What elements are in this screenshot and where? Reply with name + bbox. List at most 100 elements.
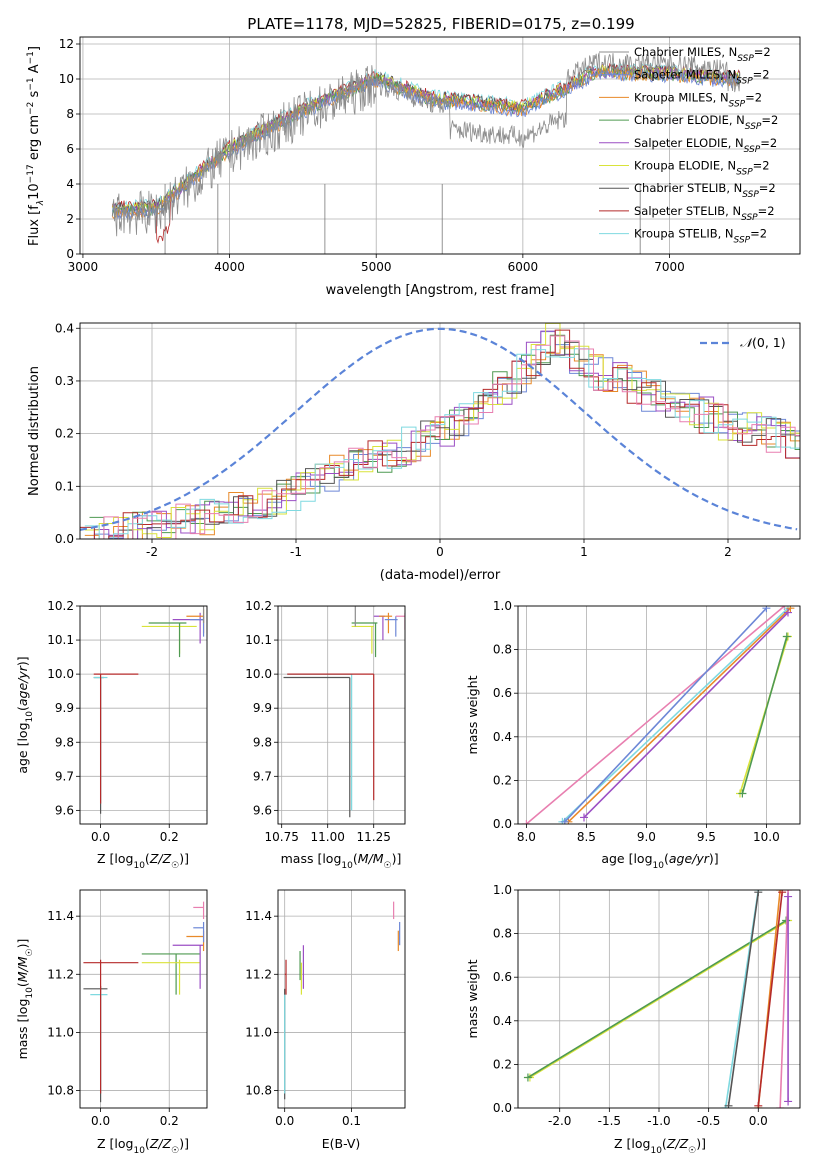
legend-label: Chabrier STELIB, NSSP=2 bbox=[634, 181, 776, 200]
y-tick-label: 6 bbox=[66, 142, 74, 156]
legend-label: Kroupa ELODIE, NSSP=2 bbox=[634, 159, 770, 178]
plot-area bbox=[278, 606, 405, 824]
age-vs-mass-panel: 10.75 11.00 11.25 9.6 9.7 9.8 9.9 10.0 10.1 10.2 bbox=[245, 599, 406, 844]
ticks: 0.0 0.2 10.8 11.0 11.2 11.4 bbox=[47, 909, 179, 1128]
y-tick-label: 11.4 bbox=[245, 909, 272, 923]
y-tick-label: 1.0 bbox=[493, 599, 512, 613]
x-tick-label: 3000 bbox=[68, 260, 99, 274]
x-axis-label: Z [log10(Z/Z☉)] bbox=[97, 1136, 189, 1156]
x-tick-label: 1 bbox=[580, 545, 588, 559]
x-tick-label: -0.5 bbox=[697, 1114, 720, 1128]
y-tick-label: 0.6 bbox=[493, 970, 512, 984]
data-marker bbox=[580, 813, 588, 822]
y-tick-label: 10.2 bbox=[245, 599, 272, 613]
plot-content bbox=[522, 606, 795, 824]
y-tick-label: 11.2 bbox=[245, 967, 272, 981]
spectrum-line bbox=[111, 68, 741, 221]
mass-vs-metallicity-panel: 0.0 0.2 10.8 11.0 11.2 11.4 bbox=[47, 889, 208, 1128]
axes-frame bbox=[517, 605, 801, 825]
legend: 𝒩(0, 1) bbox=[700, 335, 786, 350]
y-tick-label: 9.8 bbox=[253, 735, 272, 749]
x-tick-label: 9.0 bbox=[637, 830, 656, 844]
data-marker bbox=[784, 892, 793, 901]
y-tick-label: 0.8 bbox=[493, 927, 512, 941]
legend-label: Salpeter MILES, NSSP=2 bbox=[634, 68, 770, 87]
x-tick-label: 0 bbox=[436, 545, 444, 559]
x-tick-label: 8.5 bbox=[577, 830, 596, 844]
figure-title: PLATE=1178, MJD=52825, FIBERID=0175, z=0… bbox=[247, 15, 634, 33]
data-marker bbox=[782, 632, 791, 641]
data-marker bbox=[560, 817, 569, 824]
x-tick-label: 8.0 bbox=[517, 830, 536, 844]
y-tick-label: 0.0 bbox=[493, 817, 512, 831]
legend-label: Kroupa MILES, NSSP=2 bbox=[634, 90, 762, 109]
plot-content bbox=[80, 323, 800, 539]
y-tick-label: 10.0 bbox=[47, 667, 74, 681]
data-marker bbox=[784, 608, 792, 617]
legend-label: Chabrier ELODIE, NSSP=2 bbox=[634, 113, 778, 132]
y-tick-label: 12 bbox=[59, 37, 74, 51]
y-tick-label: 9.9 bbox=[55, 701, 74, 715]
spectrum-panel: 3000 4000 5000 6000 7000 0 2 4 6 8 10 12 Chabrier MI… bbox=[59, 36, 801, 274]
plot-content bbox=[283, 606, 405, 818]
cumulative-line bbox=[741, 636, 788, 794]
x-tick-label: 11.25 bbox=[357, 830, 391, 844]
data-marker bbox=[784, 1097, 793, 1106]
y-tick-label: 11.4 bbox=[47, 909, 74, 923]
y-tick-label: 0.0 bbox=[493, 1101, 512, 1115]
y-tick-label: 8 bbox=[66, 107, 74, 121]
y-tick-label: 0.0 bbox=[55, 532, 74, 546]
cumulative-line bbox=[564, 607, 767, 823]
plot-content bbox=[83, 901, 205, 1103]
y-tick-label: 10.1 bbox=[245, 633, 272, 647]
x-tick-label: 0.2 bbox=[160, 830, 179, 844]
y-tick-label: 2 bbox=[66, 212, 74, 226]
y-tick-label: 10.1 bbox=[47, 633, 74, 647]
ticks: 10.75 11.00 11.25 9.6 9.7 9.8 9.9 10.0 10.1 10.2 bbox=[245, 599, 391, 844]
age-vs-metallicity-panel: 0.0 0.2 9.6 9.7 9.8 9.9 10.0 10.1 10.2 bbox=[47, 599, 208, 844]
legend: Chabrier MILES, NSSP=2 Salpeter MILES, NS… bbox=[599, 45, 778, 246]
y-tick-label: 9.7 bbox=[253, 769, 272, 783]
data-marker bbox=[786, 606, 795, 613]
y-axis-label: age [log10(age/yr)] bbox=[15, 656, 35, 773]
plot-content bbox=[111, 52, 741, 254]
y-tick-label: 0.3 bbox=[55, 374, 74, 388]
x-axis-label: Z [log10(Z/Z☉)] bbox=[97, 851, 189, 871]
x-tick-label: 10.0 bbox=[753, 830, 780, 844]
x-tick-label: 0.0 bbox=[91, 830, 110, 844]
plot-area bbox=[80, 890, 207, 1108]
x-axis-label: wavelength [Angstrom, rest frame] bbox=[326, 283, 555, 298]
y-tick-label: 9.7 bbox=[55, 769, 74, 783]
x-tick-label: 6000 bbox=[508, 260, 539, 274]
ticks: 0.0 0.1 10.8 11.0 11.2 11.4 bbox=[245, 909, 361, 1128]
y-tick-label: 11.0 bbox=[47, 1025, 74, 1039]
y-tick-label: 0.2 bbox=[493, 1057, 512, 1071]
plot-area bbox=[80, 606, 207, 824]
ticks: 8.0 8.5 9.0 9.5 10.0 0.0 0.2 0.4 0.6 0.8 1.0 bbox=[493, 599, 780, 844]
y-tick-label: 11.2 bbox=[47, 967, 74, 981]
y-tick-label: 10.8 bbox=[245, 1084, 272, 1098]
ticks: 3000 4000 5000 6000 7000 0 2 4 6 8 10 12 bbox=[59, 37, 685, 274]
cumulative-line bbox=[529, 919, 789, 1079]
spectrum-line bbox=[111, 52, 741, 237]
y-tick-label: 1.0 bbox=[493, 883, 512, 897]
y-tick-label: 0.6 bbox=[493, 686, 512, 700]
data-marker bbox=[754, 1101, 763, 1108]
y-tick-label: 9.9 bbox=[253, 701, 272, 715]
cumulative-line bbox=[561, 607, 789, 823]
legend-label: Chabrier MILES, NSSP=2 bbox=[634, 45, 771, 64]
x-tick-label: 11.00 bbox=[311, 830, 345, 844]
y-tick-label: 9.8 bbox=[55, 735, 74, 749]
histogram-step bbox=[84, 323, 800, 538]
histogram-step bbox=[80, 329, 800, 539]
x-axis-label: mass [log10(M/M☉)] bbox=[281, 851, 402, 871]
plot-content bbox=[83, 606, 205, 814]
axes-frame bbox=[277, 889, 406, 1109]
cumulative-line bbox=[779, 890, 789, 1108]
legend-label: 𝒩(0, 1) bbox=[740, 335, 786, 350]
axes-frame bbox=[79, 322, 801, 540]
x-axis-label: E(B-V) bbox=[322, 1136, 361, 1151]
x-tick-label: 0.1 bbox=[342, 1114, 361, 1128]
x-tick-label: 5000 bbox=[361, 260, 392, 274]
